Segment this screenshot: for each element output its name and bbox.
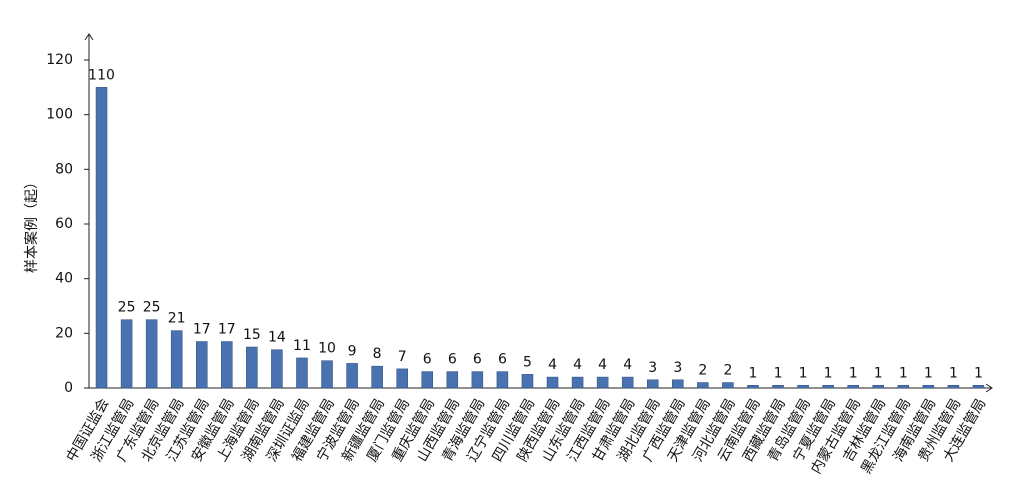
bar: [872, 385, 884, 389]
y-tick-label: 80: [55, 161, 73, 177]
bar: [496, 371, 509, 389]
data-label: 25: [143, 300, 161, 316]
data-label: 15: [243, 327, 261, 343]
bar: [672, 379, 684, 389]
data-label: 6: [473, 352, 482, 368]
bar: [321, 360, 333, 389]
data-label: 4: [573, 357, 582, 373]
bar: [647, 379, 659, 389]
data-label: 25: [118, 300, 136, 316]
bar: [847, 385, 859, 389]
data-label: 6: [498, 352, 507, 368]
bar: [120, 319, 133, 389]
data-label: 4: [623, 357, 632, 373]
bar: [897, 385, 910, 389]
y-tick-label: 60: [55, 216, 73, 232]
data-label: 21: [168, 311, 186, 327]
y-tick-label: 40: [55, 271, 73, 287]
bar: [396, 368, 408, 389]
x-axis-arrow: [985, 383, 993, 393]
bar: [546, 376, 559, 389]
data-label: 11: [293, 338, 311, 354]
data-label: 5: [523, 354, 532, 370]
bar: [145, 319, 158, 389]
data-label: 17: [218, 322, 236, 338]
data-label: 2: [723, 363, 732, 379]
data-label: 6: [423, 352, 432, 368]
bar: [922, 385, 935, 389]
data-label: 17: [193, 322, 211, 338]
data-label: 1: [749, 365, 758, 381]
data-label: 8: [373, 346, 382, 362]
data-label: 3: [648, 360, 657, 376]
bar: [972, 385, 985, 389]
y-axis-label: 样本案例（起）: [23, 175, 40, 273]
bar: [221, 341, 233, 389]
data-label: 1: [774, 365, 783, 381]
data-label: 6: [448, 352, 457, 368]
data-label: 1: [899, 365, 908, 381]
bar: [822, 385, 834, 389]
data-label: 4: [598, 357, 607, 373]
data-label: 1: [974, 365, 983, 381]
data-label: 4: [548, 357, 557, 373]
bar: [421, 371, 433, 389]
bar: [621, 376, 634, 389]
y-tick-label: 0: [64, 380, 73, 396]
bar: [471, 371, 484, 389]
bar: [246, 346, 258, 389]
data-label: 2: [698, 363, 707, 379]
data-label: 1: [799, 365, 808, 381]
data-label: 1: [949, 365, 958, 381]
data-label: 1: [874, 365, 883, 381]
bar: [521, 374, 534, 389]
y-axis-arrow: [84, 33, 94, 41]
bar: [95, 87, 108, 389]
bar: [296, 357, 308, 389]
bar: [371, 365, 383, 389]
data-label: 1: [824, 365, 833, 381]
bar: [772, 385, 784, 389]
y-tick-label: 120: [46, 52, 73, 68]
bar: [170, 330, 183, 389]
y-tick-label: 100: [46, 107, 73, 123]
data-label: 14: [268, 330, 286, 346]
bar: [697, 382, 709, 389]
data-label: 110: [88, 67, 115, 83]
bar: [446, 371, 459, 389]
bar: [596, 376, 609, 389]
data-label: 10: [318, 341, 336, 357]
bar: [747, 385, 759, 389]
bar: [571, 376, 584, 389]
bar: [797, 385, 809, 389]
data-label: 3: [673, 360, 682, 376]
bar: [196, 341, 208, 389]
bar: [947, 385, 960, 389]
data-label: 1: [924, 365, 933, 381]
bar: [722, 382, 734, 389]
y-tick-label: 20: [55, 325, 73, 341]
data-label: 9: [348, 343, 357, 359]
data-label: 7: [398, 349, 407, 365]
bar: [271, 349, 283, 389]
data-label: 1: [849, 365, 858, 381]
bar: [346, 363, 358, 389]
